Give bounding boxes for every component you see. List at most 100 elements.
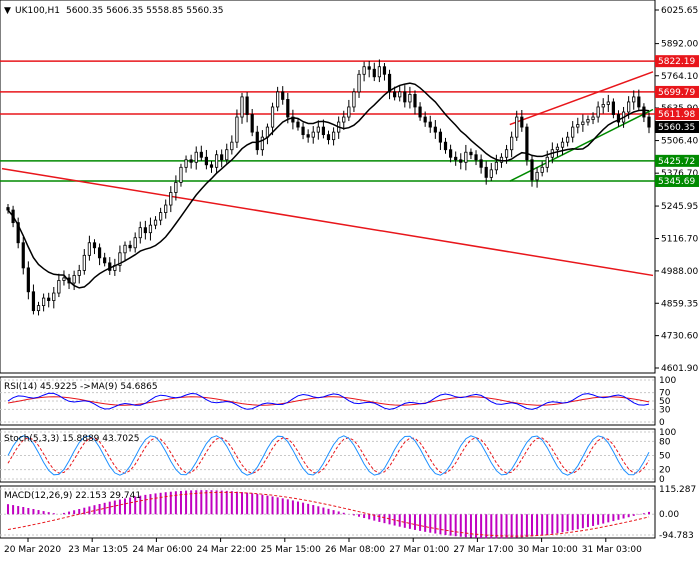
candle-body <box>16 222 20 244</box>
candle-body <box>260 136 264 151</box>
candle-body <box>26 267 30 293</box>
candle-body <box>382 66 387 75</box>
indicator-level-label: 100 <box>659 428 676 438</box>
candle-body <box>209 164 214 168</box>
candle-body <box>474 154 478 161</box>
candle-body <box>72 275 76 284</box>
candle-body <box>189 159 193 163</box>
candle-body <box>367 66 371 70</box>
candle-body <box>515 116 519 138</box>
candle-body <box>174 182 178 193</box>
candle-body <box>331 131 336 141</box>
price-tag-bg <box>655 108 699 121</box>
candle-body <box>362 66 366 75</box>
candle-body <box>301 126 305 136</box>
y-tick-label: 4859.35 <box>661 299 698 309</box>
candles <box>6 59 651 316</box>
candle-body <box>326 134 331 141</box>
y-tick-label: 5245.95 <box>661 202 698 212</box>
candle-body <box>576 124 580 128</box>
candle-body <box>240 96 244 118</box>
price-tag-label: 5822.19 <box>658 57 695 67</box>
candle-body <box>581 121 585 125</box>
candle-body <box>108 262 112 271</box>
candle-body <box>555 146 560 151</box>
candle-body <box>255 131 259 151</box>
candle-body <box>443 141 448 151</box>
candle-body <box>637 96 641 108</box>
trend-line <box>509 71 654 126</box>
indicator-level-label: 50 <box>659 397 671 407</box>
chart-title-arrow-icon: ▼ <box>4 6 11 16</box>
candle-body <box>530 159 534 181</box>
candle-body <box>642 106 646 118</box>
candle-body <box>423 116 427 123</box>
price-tag-label: 5699.79 <box>658 88 695 98</box>
candle-body <box>438 131 443 143</box>
rsi-line <box>7 392 650 410</box>
candle-body <box>408 93 412 103</box>
candle-body <box>489 169 493 178</box>
candle-body <box>21 242 25 269</box>
candle-body <box>153 219 158 226</box>
candle-body <box>123 244 127 254</box>
candle-body <box>159 212 163 221</box>
candle-body <box>347 106 351 118</box>
y-tick-label: 5506.40 <box>661 137 698 147</box>
candle-body <box>245 96 249 115</box>
candle-body <box>62 277 66 281</box>
candle-body <box>510 136 514 151</box>
candle-body <box>398 91 402 98</box>
candle-body <box>133 237 137 249</box>
candle-body <box>47 297 51 301</box>
candle-body <box>372 68 376 78</box>
y-tick-label: 5376.70 <box>661 169 698 179</box>
macd-label: MACD(12,26,9) 22.153 29.741 <box>4 491 141 501</box>
candle-body <box>77 270 81 276</box>
candle-body <box>418 106 422 118</box>
candle-body <box>357 73 361 93</box>
price-level-tags: 5822.19 5699.79 5611.98 5425.72 5345.69 5560.… <box>655 55 699 187</box>
candle-body <box>459 159 463 163</box>
candle-body <box>235 116 239 143</box>
candle-body <box>321 126 326 136</box>
candle-body <box>591 116 595 120</box>
candle-body <box>647 116 651 128</box>
candle-body <box>214 154 219 168</box>
price-tag-bg <box>655 154 699 167</box>
stoch-main-line <box>7 435 650 476</box>
horizontal-levels <box>0 60 655 182</box>
indicator-level-label: 100 <box>659 376 676 386</box>
moving-average-line <box>7 82 650 289</box>
candle-body <box>128 244 132 249</box>
candle-body <box>250 114 254 133</box>
candle-body <box>286 99 290 118</box>
candle-body <box>469 151 473 156</box>
candle-body <box>36 305 41 312</box>
stoch-signal-line <box>7 437 650 474</box>
trend-line <box>1 167 654 277</box>
indicator-level-label: 50 <box>659 452 671 462</box>
x-tick-label: 20 Mar 2020 <box>4 545 61 555</box>
current-price-bg <box>655 120 699 133</box>
candle-body <box>118 252 122 266</box>
candle-body <box>31 291 36 312</box>
y-tick-label: 4601.90 <box>661 364 698 374</box>
x-tick-label: 25 Mar 15:00 <box>261 545 321 555</box>
candle-body <box>164 204 168 213</box>
candle-body <box>311 131 315 138</box>
candle-body <box>169 192 173 206</box>
price-level-tag: 5345.69 <box>655 174 699 187</box>
candle-body <box>632 96 636 103</box>
candle-body <box>42 297 46 307</box>
candle-body <box>87 242 91 256</box>
candle-body <box>627 101 631 113</box>
price-tag-bg <box>655 55 699 68</box>
x-tick-label: 23 Mar 13:05 <box>68 545 128 555</box>
rsi-label: RSI(14) 45.9225 ->MA(9) 54.6865 <box>4 382 158 392</box>
x-tick-label: 30 Mar 10:00 <box>518 545 578 555</box>
y-tick-label: 4988.00 <box>661 267 698 277</box>
candle-body <box>296 121 300 128</box>
